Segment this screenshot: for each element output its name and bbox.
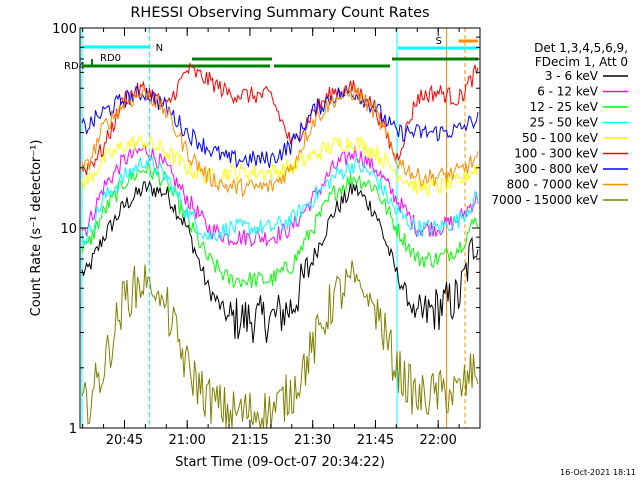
rd0-flag-label: RD0 <box>100 53 121 64</box>
legend-label-4: 50 - 100 keV <box>522 131 599 145</box>
y-tick-label: 100 <box>52 22 77 37</box>
legend-label-2: 12 - 25 keV <box>530 100 599 114</box>
y-tick-label: 1 <box>69 422 77 437</box>
axes-layer: 20:45 21:00 21:15 21:30 21:45 22:00 1 10 100 <box>52 22 481 448</box>
saa-flag-label: S <box>436 36 442 47</box>
y-axis-label: Count Rate (s⁻¹ detector⁻¹) <box>29 140 44 317</box>
series-line-4 <box>81 134 479 197</box>
legend-header-2: FDecim 1, Att 0 <box>535 55 628 69</box>
y-tick-label: 10 <box>60 222 77 237</box>
annotation-layer: N S RD0 RD4 <box>64 28 478 428</box>
legend-label-6: 300 - 800 keV <box>514 162 598 176</box>
chart-title: RHESSI Observing Summary Count Rates <box>130 5 429 21</box>
series-line-8 <box>81 260 479 429</box>
legend-label-3: 25 - 50 keV <box>530 116 599 130</box>
x-tick-label: 22:00 <box>419 433 456 448</box>
series-line-1 <box>81 143 479 248</box>
series-line-3 <box>81 153 479 245</box>
legend-label-0: 3 - 6 keV <box>545 69 599 83</box>
x-axis-label: Start Time (09-Oct-07 20:34:22) <box>175 455 385 470</box>
x-tick-label: 20:45 <box>106 433 143 448</box>
legend-label-1: 6 - 12 keV <box>537 85 599 99</box>
series-layer <box>81 61 479 429</box>
legend-header-1: Det 1,3,4,5,6,9, <box>534 41 628 55</box>
night-flag-label: N <box>156 43 163 54</box>
series-line-7 <box>81 85 479 198</box>
series-line-0 <box>81 180 479 343</box>
legend-label-8: 7000 - 15000 keV <box>491 193 598 207</box>
series-line-6 <box>81 85 479 169</box>
series-line-5 <box>81 61 479 176</box>
x-tick-label: 21:45 <box>357 433 394 448</box>
legend-label-7: 800 - 7000 keV <box>507 178 599 192</box>
timestamp: 16-Oct-2021 18:11 <box>560 468 636 477</box>
legend-label-5: 100 - 300 keV <box>514 147 598 161</box>
rd4-flag-label: RD4 <box>64 61 85 72</box>
series-line-2 <box>81 161 479 288</box>
x-tick-label: 21:30 <box>294 433 331 448</box>
x-tick-label: 21:15 <box>231 433 268 448</box>
x-tick-label: 21:00 <box>168 433 205 448</box>
